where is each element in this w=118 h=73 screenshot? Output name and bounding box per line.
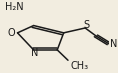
Text: S: S [83,20,89,30]
Text: CH₃: CH₃ [70,61,88,71]
Text: O: O [8,28,15,38]
Text: N: N [110,39,117,49]
Text: N: N [31,48,38,58]
Text: H₂N: H₂N [5,2,24,12]
